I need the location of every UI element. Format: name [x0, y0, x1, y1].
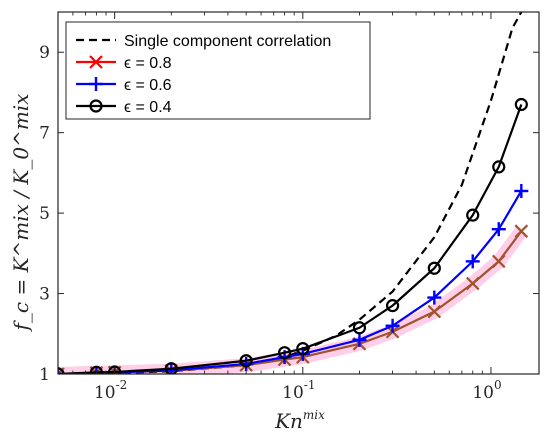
legend-label-0: Single component correlation: [124, 33, 331, 50]
series-eps-0-4-marker-9: [427, 261, 441, 275]
series-eps-0-4-marker-3: [164, 362, 178, 374]
series-eps-0-4-marker-2: [108, 365, 122, 374]
axis-labels: Knmix f_c = K^mix / K_0^mix: [9, 94, 325, 433]
legend-box: [65, 21, 371, 120]
legend-item-2: ϵ = 0.6: [76, 77, 172, 94]
series-eps-0-4-marker-7: [352, 321, 367, 335]
axes-frame: [57, 11, 540, 375]
x-tick-label-2: 100: [472, 378, 501, 403]
x-axis-label-main: Kn: [274, 409, 303, 433]
series-eps-0-4-marker-8: [385, 299, 400, 313]
series-eps-0-4-marker-1: [89, 365, 104, 374]
series-eps-0-4: [58, 97, 528, 374]
series-eps-0-4-marker-10: [466, 208, 480, 222]
legend-label-1: ϵ = 0.8: [124, 55, 172, 72]
x-tick-label-1: 10-1: [282, 378, 315, 403]
x-tick-label-0: 10-2: [94, 378, 127, 403]
legend: Single component correlation ϵ = 0.8 ϵ = 0…: [65, 21, 371, 120]
y-tick-label-3: 7: [39, 124, 50, 144]
series-eps-0-4-marker-6: [296, 342, 310, 356]
legend-item-0: Single component correlation: [76, 33, 331, 50]
legend-label-2: ϵ = 0.6: [124, 77, 172, 94]
series-eps-0-8-marker-9-b: [427, 304, 442, 319]
series-eps-0-8-marker-10-b: [465, 276, 480, 291]
y-tick-label-0: 1: [39, 365, 50, 385]
series-eps-0-4-marker-4: [239, 354, 253, 368]
y-axis-label: f_c = K^mix / K_0^mix: [9, 94, 33, 333]
axes: 1 3 5 7 9 10-2 10-1 100: [39, 11, 540, 403]
series-eps-0-4-line: [58, 104, 523, 374]
series-eps-0-4-marker-5: [277, 346, 292, 360]
legend-item-1: ϵ = 0.8: [76, 55, 172, 72]
legend-swatch-1-marker-0-b: [89, 55, 103, 69]
legend-label-3: ϵ = 0.4: [124, 99, 172, 116]
series-eps-0-4-marker-11: [492, 160, 506, 174]
y-tick-label-1: 3: [39, 285, 50, 305]
series-eps-0-4-marker-12: [514, 97, 528, 112]
series-eps-0-8-marker-12-b: [514, 224, 529, 238]
legend-swatch-3-marker-0: [89, 99, 103, 113]
legend-item-3: ϵ = 0.4: [76, 99, 172, 116]
y-tick-label-4: 9: [39, 43, 50, 63]
x-axis-label-sup: mix: [303, 408, 325, 422]
series-eps-0-6-line: [58, 190, 523, 374]
x-axis-label: Knmix: [274, 408, 325, 433]
y-tick-label-2: 5: [39, 204, 50, 224]
series-eps-0-8-marker-11-b: [491, 254, 506, 269]
